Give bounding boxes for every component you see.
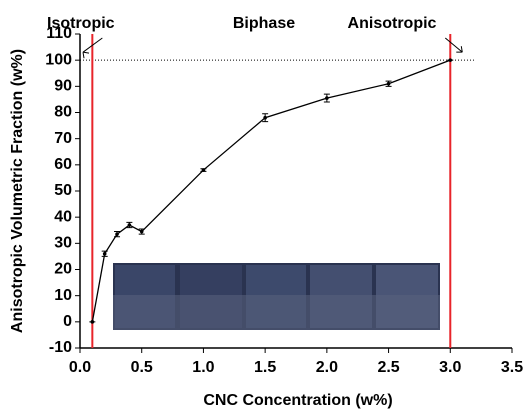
- annotation: Isotropic: [47, 15, 115, 32]
- data-point: [139, 229, 144, 234]
- x-tick-label: 1.5: [254, 359, 276, 376]
- data-point: [115, 232, 119, 236]
- y-tick-label: 90: [54, 78, 72, 95]
- vial-photo: [113, 263, 440, 330]
- data-point: [263, 115, 267, 120]
- data-point: [448, 58, 453, 62]
- data-point: [102, 252, 107, 256]
- y-tick-label: -10: [49, 339, 72, 356]
- x-tick-label: 3.5: [501, 359, 523, 376]
- data-point: [127, 223, 132, 227]
- photo-lower-phase: [113, 295, 440, 330]
- x-tick-label: 3.0: [439, 359, 461, 376]
- y-tick-label: 100: [45, 51, 72, 68]
- x-tick-label: 1.0: [192, 359, 214, 376]
- y-tick-label: 0: [63, 313, 72, 330]
- data-point: [386, 81, 391, 86]
- data-point: [325, 96, 329, 100]
- y-tick-label: 70: [54, 130, 72, 147]
- y-tick-label: 60: [54, 156, 72, 173]
- y-axis-label: Anisotropic Volumetric Fraction (w%): [9, 49, 26, 333]
- y-tick-label: 40: [54, 208, 72, 225]
- y-tick-label: 20: [54, 261, 72, 278]
- y-tick-label: 110: [46, 25, 72, 42]
- x-tick-label: 0.0: [69, 359, 91, 376]
- y-tick-label: 50: [54, 182, 72, 199]
- x-tick-label: 0.5: [131, 359, 153, 376]
- annotation: Anisotropic: [348, 15, 437, 32]
- x-tick-label: 2.0: [316, 359, 338, 376]
- y-tick-label: 30: [54, 235, 72, 252]
- data-point: [90, 320, 95, 324]
- y-tick-label: 80: [54, 104, 72, 121]
- y-tick-label: 10: [54, 287, 72, 304]
- data-line: [91, 59, 451, 322]
- annotation: Biphase: [233, 15, 295, 32]
- x-axis-label: CNC Concentration (w%): [203, 392, 392, 409]
- arrow: [444, 37, 463, 53]
- arrow: [82, 37, 103, 59]
- data-point: [201, 168, 206, 172]
- x-tick-label: 2.5: [377, 359, 399, 376]
